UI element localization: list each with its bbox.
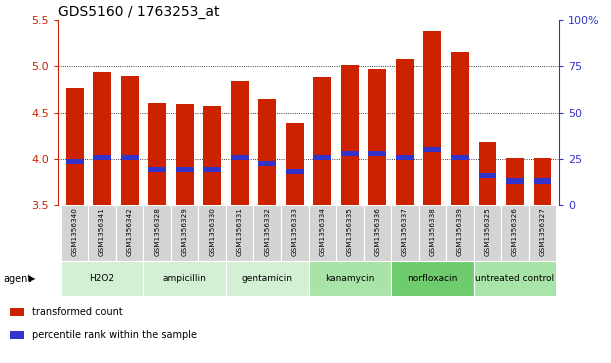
Bar xyxy=(65,159,84,164)
Bar xyxy=(176,104,194,205)
Text: GDS5160 / 1763253_at: GDS5160 / 1763253_at xyxy=(58,5,219,19)
Text: gentamicin: gentamicin xyxy=(242,274,293,283)
Text: GSM1356325: GSM1356325 xyxy=(485,207,491,256)
Bar xyxy=(281,205,309,261)
Bar xyxy=(176,167,194,172)
Bar xyxy=(391,205,419,261)
Bar xyxy=(313,77,331,205)
Bar xyxy=(529,205,556,261)
Bar xyxy=(451,155,469,160)
Bar xyxy=(368,69,386,205)
Bar xyxy=(286,123,304,205)
Bar xyxy=(423,147,441,152)
Bar xyxy=(258,99,276,205)
Bar xyxy=(89,205,116,261)
Bar xyxy=(533,179,552,184)
Bar xyxy=(474,205,501,261)
Bar xyxy=(446,205,474,261)
Bar xyxy=(423,31,441,205)
Bar xyxy=(341,65,359,205)
Bar xyxy=(203,106,221,205)
Bar xyxy=(93,155,111,160)
Bar xyxy=(286,169,304,174)
Bar xyxy=(61,205,89,261)
Bar xyxy=(121,155,139,160)
Bar xyxy=(226,205,254,261)
Bar xyxy=(368,151,386,156)
Text: GSM1356338: GSM1356338 xyxy=(430,207,436,256)
Text: GSM1356332: GSM1356332 xyxy=(265,207,270,256)
Bar xyxy=(258,161,276,166)
Bar xyxy=(341,151,359,156)
Text: agent: agent xyxy=(3,274,31,284)
Text: norfloxacin: norfloxacin xyxy=(408,274,458,283)
Text: H2O2: H2O2 xyxy=(90,274,115,283)
Bar xyxy=(309,261,391,296)
Text: GSM1356334: GSM1356334 xyxy=(320,207,325,256)
Text: GSM1356333: GSM1356333 xyxy=(292,207,298,256)
Text: GSM1356335: GSM1356335 xyxy=(347,207,353,256)
Text: untreated control: untreated control xyxy=(475,274,555,283)
Bar xyxy=(501,205,529,261)
Bar xyxy=(10,331,24,339)
Bar xyxy=(231,81,249,205)
Bar xyxy=(419,205,446,261)
Bar xyxy=(231,155,249,160)
Bar xyxy=(121,77,139,205)
Text: transformed count: transformed count xyxy=(32,307,123,317)
Bar xyxy=(144,205,171,261)
Bar xyxy=(309,205,336,261)
Bar xyxy=(391,261,474,296)
Text: GSM1356329: GSM1356329 xyxy=(181,207,188,256)
Text: GSM1356340: GSM1356340 xyxy=(71,207,78,256)
Text: GSM1356326: GSM1356326 xyxy=(512,207,518,256)
Text: GSM1356337: GSM1356337 xyxy=(402,207,408,256)
Text: GSM1356330: GSM1356330 xyxy=(209,207,215,256)
Text: GSM1356331: GSM1356331 xyxy=(236,207,243,256)
Bar xyxy=(171,205,199,261)
Bar xyxy=(478,142,496,205)
Bar xyxy=(199,205,226,261)
Text: percentile rank within the sample: percentile rank within the sample xyxy=(32,330,197,340)
Bar xyxy=(226,261,309,296)
Bar xyxy=(506,179,524,184)
Bar xyxy=(478,173,496,178)
Bar xyxy=(144,261,226,296)
Text: GSM1356328: GSM1356328 xyxy=(154,207,160,256)
Text: GSM1356339: GSM1356339 xyxy=(457,207,463,256)
Bar xyxy=(451,52,469,205)
Bar xyxy=(116,205,144,261)
Bar xyxy=(254,205,281,261)
Text: GSM1356327: GSM1356327 xyxy=(540,207,546,256)
Bar xyxy=(10,308,24,316)
Bar xyxy=(203,167,221,172)
Bar xyxy=(313,155,331,160)
Bar xyxy=(61,261,144,296)
Bar xyxy=(506,158,524,205)
Bar xyxy=(93,72,111,205)
Bar xyxy=(148,103,166,205)
Bar xyxy=(336,205,364,261)
Bar xyxy=(396,155,414,160)
Text: kanamycin: kanamycin xyxy=(325,274,375,283)
Text: GSM1356341: GSM1356341 xyxy=(99,207,105,256)
Text: GSM1356342: GSM1356342 xyxy=(126,207,133,256)
Bar xyxy=(396,59,414,205)
Text: ▶: ▶ xyxy=(29,274,36,283)
Text: ampicillin: ampicillin xyxy=(163,274,207,283)
Bar xyxy=(148,167,166,172)
Bar xyxy=(65,89,84,205)
Bar xyxy=(533,158,552,205)
Bar xyxy=(474,261,556,296)
Text: GSM1356336: GSM1356336 xyxy=(375,207,381,256)
Bar xyxy=(364,205,391,261)
